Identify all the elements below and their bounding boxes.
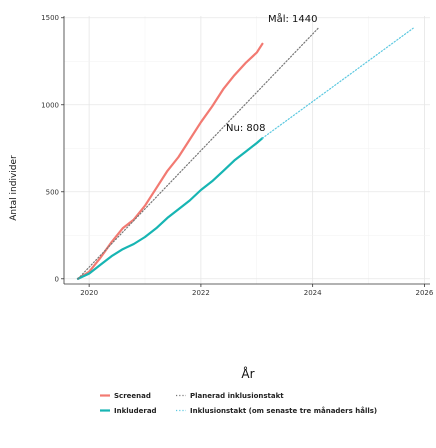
x-tick-label: 2026 xyxy=(415,289,433,297)
series-line-1 xyxy=(76,42,264,280)
y-tick-label: 0 xyxy=(55,275,59,283)
y-tick-label: 1500 xyxy=(41,14,59,22)
x-axis-title: År xyxy=(241,366,254,381)
x-tick-label: 2020 xyxy=(80,289,98,297)
x-tick-label: 2024 xyxy=(304,289,322,297)
axes: 0 500 1000 1500 2020 2022 2024 2026 xyxy=(41,14,434,297)
legend-label-4: Inklusionstakt (om senaste tre månaders … xyxy=(190,406,377,415)
series-line-4 xyxy=(261,27,414,139)
annotation-2: Nu: 808 xyxy=(226,123,265,134)
annotation-1: Mål: 1440 xyxy=(268,12,318,25)
y-tick-label: 500 xyxy=(46,188,59,196)
series-line-2 xyxy=(76,137,264,280)
series-layer xyxy=(76,27,414,280)
legend-label-2: Inkluderad xyxy=(114,407,157,415)
series-line-3 xyxy=(77,27,319,280)
annotations: Mål: 1440 Nu: 808 xyxy=(226,12,317,134)
y-axis-title: Antal individer xyxy=(9,155,19,221)
legend-label-3: Planerad inklusionstakt xyxy=(190,392,284,400)
x-tick-label: 2022 xyxy=(192,289,210,297)
legend-label-1: Screenad xyxy=(114,392,151,400)
legend: Screenad Inkluderad Planerad inklusionstak… xyxy=(100,392,377,415)
y-tick-label: 1000 xyxy=(41,101,59,109)
